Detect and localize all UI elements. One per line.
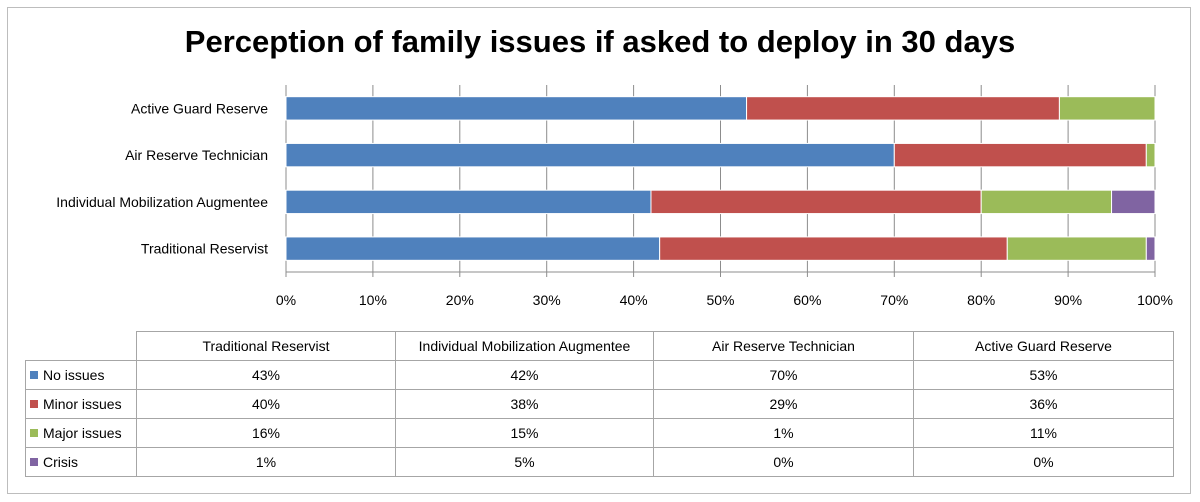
- table-column-header: Air Reserve Technician: [653, 331, 914, 361]
- table-corner: [25, 331, 137, 361]
- table-cell: 0%: [653, 447, 914, 477]
- category-label: Individual Mobilization Augmentee: [56, 194, 268, 210]
- table-cell: 36%: [913, 389, 1174, 419]
- table-column-header: Traditional Reservist: [136, 331, 396, 361]
- table-cell: 15%: [395, 418, 654, 448]
- bar-segment: [1111, 189, 1156, 215]
- bar-segment: [1006, 236, 1147, 261]
- table-cell: 38%: [395, 389, 654, 419]
- bar-segment: [285, 142, 895, 168]
- legend-swatch: [30, 458, 38, 466]
- x-tick-label: 50%: [706, 292, 734, 308]
- x-tick-label: 0%: [276, 292, 296, 308]
- table-cell: 43%: [136, 360, 396, 390]
- table-row: No issues 43% 42% 70% 53%: [25, 360, 1174, 390]
- bar-segment: [285, 236, 661, 261]
- x-tick-label: 70%: [880, 292, 908, 308]
- legend-entry: Major issues: [25, 418, 137, 448]
- chart-title: Perception of family issues if asked to …: [184, 24, 1016, 59]
- table-cell: 11%: [913, 418, 1174, 448]
- x-tick-label: 100%: [1137, 292, 1173, 308]
- x-tick-label: 20%: [446, 292, 474, 308]
- table-row: Minor issues 40% 38% 29% 36%: [25, 389, 1174, 419]
- bar-segment: [650, 189, 982, 215]
- x-tick-label: 60%: [793, 292, 821, 308]
- table-column-header: Active Guard Reserve: [913, 331, 1174, 361]
- table-column-header: Individual Mobilization Augmentee: [395, 331, 654, 361]
- legend-swatch: [30, 429, 38, 437]
- table-cell: 42%: [395, 360, 654, 390]
- table-cell: 70%: [653, 360, 914, 390]
- x-tick-label: 10%: [359, 292, 387, 308]
- bar-segment: [1058, 96, 1156, 121]
- legend-swatch: [30, 400, 38, 408]
- table-cell: 0%: [913, 447, 1174, 477]
- x-tick-label: 80%: [967, 292, 995, 308]
- legend-entry: Minor issues: [25, 389, 137, 419]
- legend-label: Crisis: [43, 454, 78, 470]
- category-label: Air Reserve Technician: [125, 147, 268, 163]
- legend-label: Minor issues: [43, 396, 122, 412]
- table-row: Major issues 16% 15% 1% 11%: [25, 418, 1174, 448]
- table-cell: 1%: [136, 447, 396, 477]
- x-tick-label: 90%: [1054, 292, 1082, 308]
- table-cell: 53%: [913, 360, 1174, 390]
- bar-segment: [285, 96, 748, 121]
- legend-label: No issues: [43, 367, 105, 383]
- bar-segment: [980, 189, 1113, 215]
- legend-label: Major issues: [43, 425, 122, 441]
- bar-segment: [1145, 236, 1156, 261]
- bar-segment: [285, 189, 652, 215]
- x-tick-label: 40%: [620, 292, 648, 308]
- table-cell: 29%: [653, 389, 914, 419]
- legend-swatch: [30, 371, 38, 379]
- category-label: Traditional Reservist: [141, 241, 268, 257]
- legend-entry: Crisis: [25, 447, 137, 477]
- table-row: Crisis 1% 5% 0% 0%: [25, 447, 1174, 477]
- table-cell: 1%: [653, 418, 914, 448]
- chart-frame: [7, 7, 1191, 494]
- x-tick-label: 30%: [533, 292, 561, 308]
- bar-segment: [659, 236, 1008, 261]
- table-header-row: Traditional Reservist Individual Mobiliza…: [25, 331, 1174, 361]
- bar-segment: [893, 142, 1147, 168]
- legend-entry: No issues: [25, 360, 137, 390]
- data-table: Traditional Reservist Individual Mobiliza…: [25, 331, 1174, 477]
- table-cell: 16%: [136, 418, 396, 448]
- table-cell: 40%: [136, 389, 396, 419]
- category-label: Active Guard Reserve: [131, 100, 268, 116]
- bar-segment: [1145, 142, 1156, 168]
- bar-segment: [746, 96, 1060, 121]
- plot-area: Traditional Reservist Individual Mobiliza…: [56, 85, 1173, 308]
- table-cell: 5%: [395, 447, 654, 477]
